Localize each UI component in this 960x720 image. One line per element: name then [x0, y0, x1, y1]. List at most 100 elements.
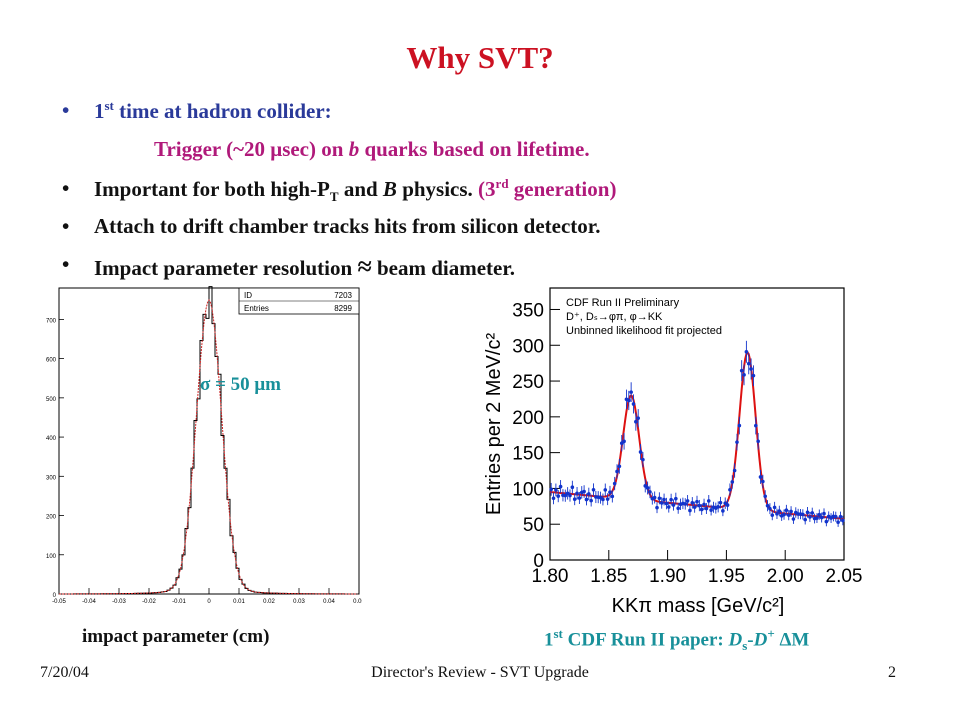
data-points	[549, 340, 845, 527]
data-point	[610, 494, 615, 499]
gaussian-fit-curve	[58, 299, 358, 595]
data-point	[575, 491, 579, 496]
x-tick-label: 0.02	[263, 599, 275, 605]
trigger-line: Trigger (~20 μsec) on b quarks based on …	[154, 137, 590, 161]
data-point	[782, 512, 786, 517]
data-point	[815, 516, 819, 520]
data-point	[666, 505, 671, 509]
y-axis-ticks: 0 100 200 300 400 500 600 700	[46, 318, 64, 599]
x-tick-label: -0.03	[112, 599, 126, 605]
y-tick-label: 150	[512, 444, 544, 465]
data-point	[838, 514, 843, 519]
data-point	[563, 493, 568, 498]
data-point	[558, 484, 563, 489]
data-point	[570, 485, 575, 490]
y-tick-label: 500	[46, 397, 57, 403]
y-axis-label: Entries per 2 MeV/c²	[483, 333, 505, 516]
data-point	[601, 497, 605, 502]
y-tick-label: 600	[46, 358, 57, 364]
plot-title: CDF Run II Preliminary	[566, 297, 680, 309]
data-point	[692, 505, 697, 509]
data-point	[819, 515, 824, 520]
stats-value-id: 7203	[334, 291, 352, 300]
data-point	[836, 520, 840, 524]
right-caption: 1st CDF Run II paper: Ds-D+ ΔM	[544, 626, 810, 654]
data-point	[589, 498, 593, 503]
x-tick-label: 1.85	[590, 566, 627, 587]
y-tick-label: 250	[512, 372, 544, 393]
x-tick-label: 2.05	[826, 566, 863, 587]
data-point	[751, 373, 756, 378]
sigma-label: σ = 50 μm	[200, 374, 282, 395]
page-number: 2	[888, 664, 896, 681]
x-tick-label: 0	[207, 599, 211, 605]
data-point	[746, 361, 751, 366]
data-point	[768, 506, 772, 511]
data-point	[655, 505, 659, 510]
data-point	[688, 508, 692, 513]
y-tick-label: 100	[46, 554, 57, 560]
data-point	[749, 367, 753, 371]
data-point	[721, 509, 725, 513]
data-point	[709, 508, 713, 512]
y-axis-ticks: 0 50 100 150 200 250 300 350	[512, 300, 560, 572]
data-point	[565, 491, 570, 496]
legend-fit: Unbinned likelihood fit projected	[566, 325, 722, 337]
data-point	[664, 501, 669, 506]
data-point	[777, 509, 782, 513]
data-point	[636, 416, 640, 420]
y-tick-label: 200	[512, 408, 544, 429]
data-point	[643, 484, 648, 488]
bullet-marker: •	[62, 98, 70, 122]
data-point	[772, 505, 777, 510]
x-axis-label: KKπ mass [GeV/c²]	[612, 595, 785, 617]
data-point	[791, 517, 796, 521]
data-point	[603, 488, 608, 492]
approx-symbol: ≈	[357, 252, 372, 281]
data-point	[805, 510, 810, 515]
data-point	[612, 481, 617, 486]
data-point	[617, 464, 622, 469]
data-point	[801, 512, 805, 517]
data-point	[591, 487, 596, 492]
data-point	[638, 450, 643, 454]
data-point	[761, 479, 765, 484]
data-point	[605, 497, 610, 501]
data-point	[770, 513, 775, 517]
data-point	[735, 440, 739, 444]
data-point	[803, 517, 807, 522]
y-tick-label: 200	[46, 515, 57, 521]
data-point	[737, 423, 742, 428]
data-point	[765, 503, 770, 508]
x-tick-label: -0.01	[172, 599, 186, 605]
data-point	[645, 486, 650, 490]
data-point	[784, 508, 789, 513]
data-point	[744, 350, 749, 354]
data-point	[810, 511, 815, 515]
data-point	[822, 511, 826, 516]
stats-value-entries: 8299	[334, 304, 352, 313]
bullet-4-text: Impact parameter resolution ≈ beam diame…	[94, 252, 515, 281]
data-point	[695, 499, 699, 504]
data-point	[608, 490, 612, 494]
data-point	[685, 499, 690, 503]
data-point	[622, 439, 626, 444]
data-point	[754, 423, 758, 428]
y-tick-label: 300	[46, 475, 57, 481]
y-tick-label: 50	[523, 515, 544, 536]
data-point	[706, 499, 711, 503]
data-point	[699, 507, 704, 512]
data-point	[556, 494, 561, 498]
data-point	[775, 512, 779, 516]
data-point	[572, 497, 577, 502]
data-point	[817, 512, 822, 517]
data-point	[674, 496, 678, 501]
data-point	[730, 480, 735, 484]
data-point	[584, 497, 589, 502]
data-point	[683, 502, 688, 506]
data-point	[789, 509, 793, 514]
kkpi-mass-plot: 0 50 100 150 200 250 300 350 1.80 1.85 1.90 1.95 2.…	[483, 287, 863, 617]
data-point	[568, 493, 572, 498]
x-tick-label: 1.95	[708, 566, 745, 587]
data-point	[615, 469, 619, 474]
